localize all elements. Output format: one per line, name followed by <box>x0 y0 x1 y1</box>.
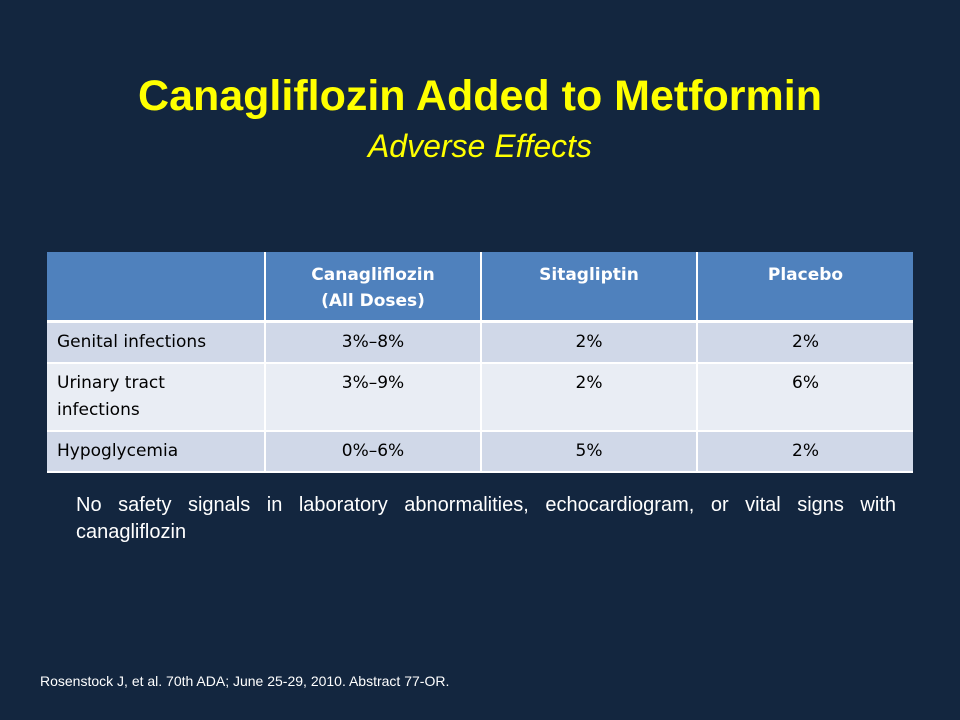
header-empty-cell <box>47 252 266 323</box>
cell-placebo: 2% <box>697 321 913 364</box>
cell-canagliflozin: 3%–8% <box>265 321 482 364</box>
cell-placebo: 6% <box>697 363 913 432</box>
header-sitagliptin: Sitagliptin <box>481 252 698 323</box>
table-header-row: Canagliflozin (All Doses) Sitagliptin Pl… <box>47 252 913 323</box>
cell-canagliflozin: 3%–9% <box>265 363 482 432</box>
row-label: Urinary tract infections <box>47 363 266 432</box>
cell-sitagliptin: 5% <box>481 431 698 473</box>
slide-subtitle: Adverse Effects <box>367 128 593 164</box>
row-label: Hypoglycemia <box>47 431 266 473</box>
cell-sitagliptin: 2% <box>481 363 698 432</box>
header-canagliflozin: Canagliflozin (All Doses) <box>265 252 482 323</box>
slide-title: Canagliflozin Added to Metformin <box>138 72 822 120</box>
table-row: Urinary tract infections 3%–9% 2% 6% <box>47 363 913 432</box>
header-canagliflozin-name: Canagliflozin <box>311 265 435 285</box>
adverse-effects-table: Canagliflozin (All Doses) Sitagliptin Pl… <box>47 252 913 473</box>
row-label: Genital infections <box>47 321 266 364</box>
cell-sitagliptin: 2% <box>481 321 698 364</box>
row-label-line2: infections <box>57 400 140 420</box>
cell-canagliflozin: 0%–6% <box>265 431 482 473</box>
safety-note: No safety signals in laboratory abnormal… <box>76 494 896 543</box>
table-row: Hypoglycemia 0%–6% 5% 2% <box>47 431 913 473</box>
table-row: Genital infections 3%–8% 2% 2% <box>47 321 913 364</box>
row-label-line1: Urinary tract <box>57 373 165 393</box>
citation: Rosenstock J, et al. 70th ADA; June 25-2… <box>40 673 450 689</box>
header-canagliflozin-doses: (All Doses) <box>321 291 425 311</box>
header-placebo: Placebo <box>697 252 913 323</box>
cell-placebo: 2% <box>697 431 913 473</box>
